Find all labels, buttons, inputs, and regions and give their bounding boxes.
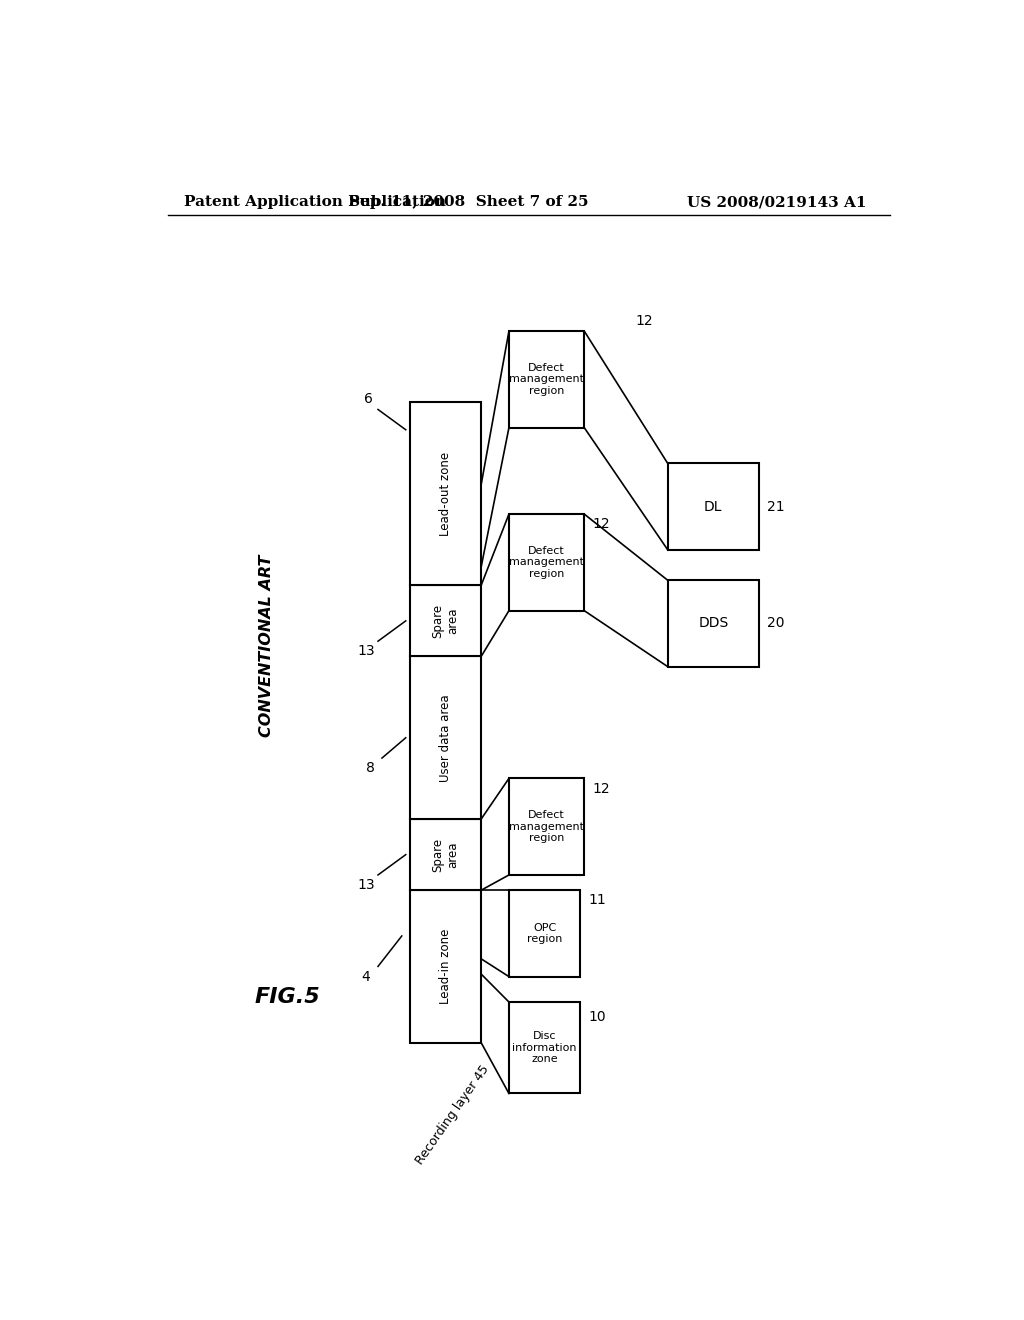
Text: 21: 21	[767, 499, 784, 513]
Text: CONVENTIONAL ART: CONVENTIONAL ART	[259, 556, 274, 738]
Text: DL: DL	[705, 499, 723, 513]
Text: 10: 10	[588, 1010, 606, 1024]
Text: 13: 13	[357, 878, 375, 892]
Text: Defect
management
region: Defect management region	[509, 810, 584, 843]
Text: 13: 13	[357, 644, 375, 659]
Bar	[668, 463, 759, 549]
Text: User data area: User data area	[439, 694, 452, 781]
Text: Defect
management
region: Defect management region	[509, 363, 584, 396]
Text: Patent Application Publication: Patent Application Publication	[183, 195, 445, 209]
Bar	[509, 890, 581, 977]
Bar	[410, 585, 481, 656]
Text: 8: 8	[366, 762, 375, 775]
Text: Spare
area: Spare area	[431, 838, 460, 871]
Text: 12: 12	[636, 314, 653, 329]
Bar	[410, 403, 481, 585]
Text: 12: 12	[592, 517, 610, 532]
Text: DDS: DDS	[698, 616, 728, 631]
Text: 6: 6	[364, 392, 373, 407]
Bar	[410, 818, 481, 890]
Text: US 2008/0219143 A1: US 2008/0219143 A1	[686, 195, 866, 209]
Bar	[509, 779, 585, 875]
Text: Sep. 11, 2008  Sheet 7 of 25: Sep. 11, 2008 Sheet 7 of 25	[349, 195, 589, 209]
Text: 20: 20	[767, 616, 784, 631]
Text: 11: 11	[588, 894, 606, 907]
Bar	[410, 890, 481, 1043]
Bar	[509, 515, 585, 611]
Text: Spare
area: Spare area	[431, 603, 460, 638]
Text: 12: 12	[592, 781, 610, 796]
Text: Disc
information
zone: Disc information zone	[512, 1031, 577, 1064]
Bar	[509, 331, 585, 428]
Text: 4: 4	[361, 970, 371, 983]
Text: Recording layer 45: Recording layer 45	[414, 1063, 493, 1167]
Text: FIG.5: FIG.5	[255, 987, 321, 1007]
Text: Defect
management
region: Defect management region	[509, 545, 584, 579]
Text: OPC
region: OPC region	[527, 923, 562, 944]
Text: Lead-out zone: Lead-out zone	[439, 451, 452, 536]
Text: Lead-in zone: Lead-in zone	[439, 929, 452, 1005]
Bar	[668, 581, 759, 667]
Bar	[410, 656, 481, 818]
Bar	[509, 1002, 581, 1093]
